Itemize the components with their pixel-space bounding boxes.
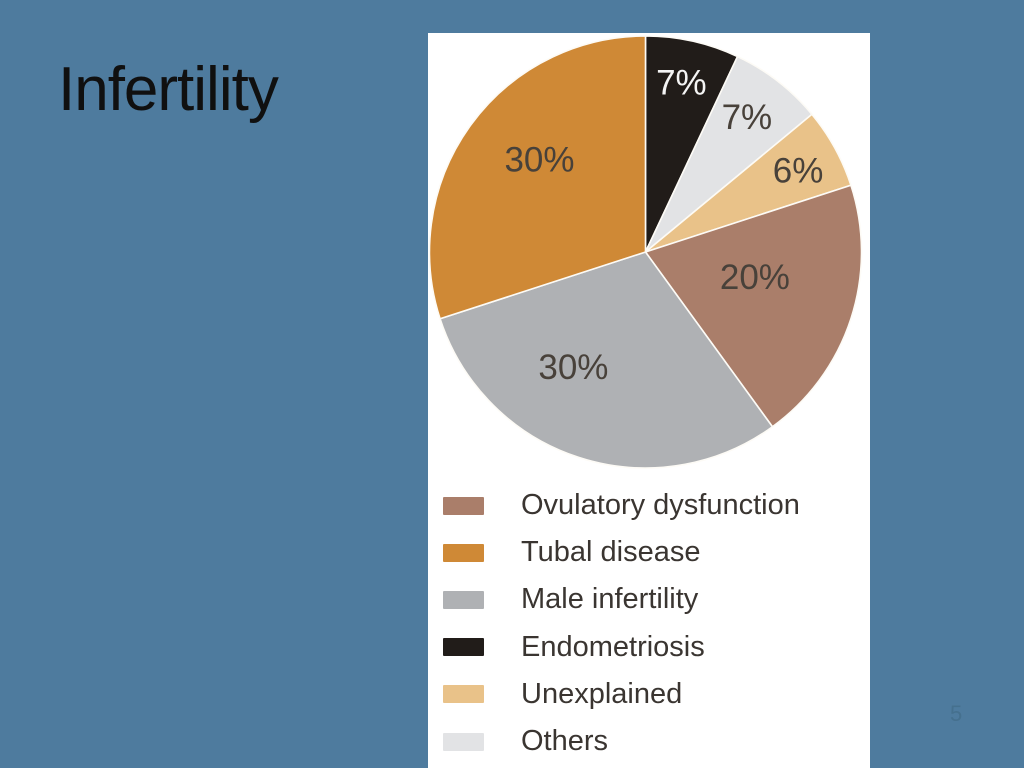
legend-item-endometriosis: Endometriosis	[443, 624, 863, 671]
pie-value-label-ovulatory-dysfunction: 20%	[720, 258, 790, 297]
legend-item-tubal-disease: Tubal disease	[443, 529, 863, 576]
legend-item-male-infertility: Male infertility	[443, 576, 863, 623]
legend-item-ovulatory-dysfunction: Ovulatory dysfunction	[443, 482, 863, 529]
legend-swatch-male-infertility	[443, 590, 484, 609]
legend-label-ovulatory-dysfunction: Ovulatory dysfunction	[521, 489, 800, 522]
pie-value-label-endometriosis: 7%	[656, 64, 707, 103]
legend-item-others: Others	[443, 718, 863, 765]
pie-slice-tubal-disease	[428, 35, 647, 320]
legend-label-unexplained: Unexplained	[521, 677, 683, 710]
page-number: 5	[950, 701, 963, 726]
legend-swatch-others	[443, 732, 484, 751]
chart-panel: 7% 7% 6% 20% 30% 30% Ovulatory dysfunction Tub…	[428, 33, 870, 768]
legend-swatch-ovulatory-dysfunction	[443, 496, 484, 515]
pie-value-label-male-infertility: 30%	[538, 348, 608, 387]
pie-slice-male-infertility	[439, 251, 774, 469]
legend-label-others: Others	[521, 725, 609, 758]
legend-swatch-endometriosis	[443, 638, 484, 657]
legend-label-male-infertility: Male infertility	[521, 583, 699, 616]
pie-value-label-tubal-disease: 30%	[504, 140, 574, 179]
pie-value-label-unexplained: 6%	[773, 151, 824, 190]
legend-label-endometriosis: Endometriosis	[521, 630, 705, 663]
pie-value-label-others: 7%	[722, 98, 773, 137]
legend-item-unexplained: Unexplained	[443, 671, 863, 718]
legend-swatch-unexplained	[443, 685, 484, 704]
pie-chart: 7%7%6%20%30%30%	[428, 35, 863, 469]
slide-title: Infertility	[58, 55, 279, 124]
legend-label-tubal-disease: Tubal disease	[521, 536, 701, 569]
legend-swatch-tubal-disease	[443, 543, 484, 562]
pie-legend: Ovulatory dysfunction Tubal disease Male i…	[443, 482, 863, 765]
pie-slice-ovulatory-dysfunction	[644, 184, 863, 428]
